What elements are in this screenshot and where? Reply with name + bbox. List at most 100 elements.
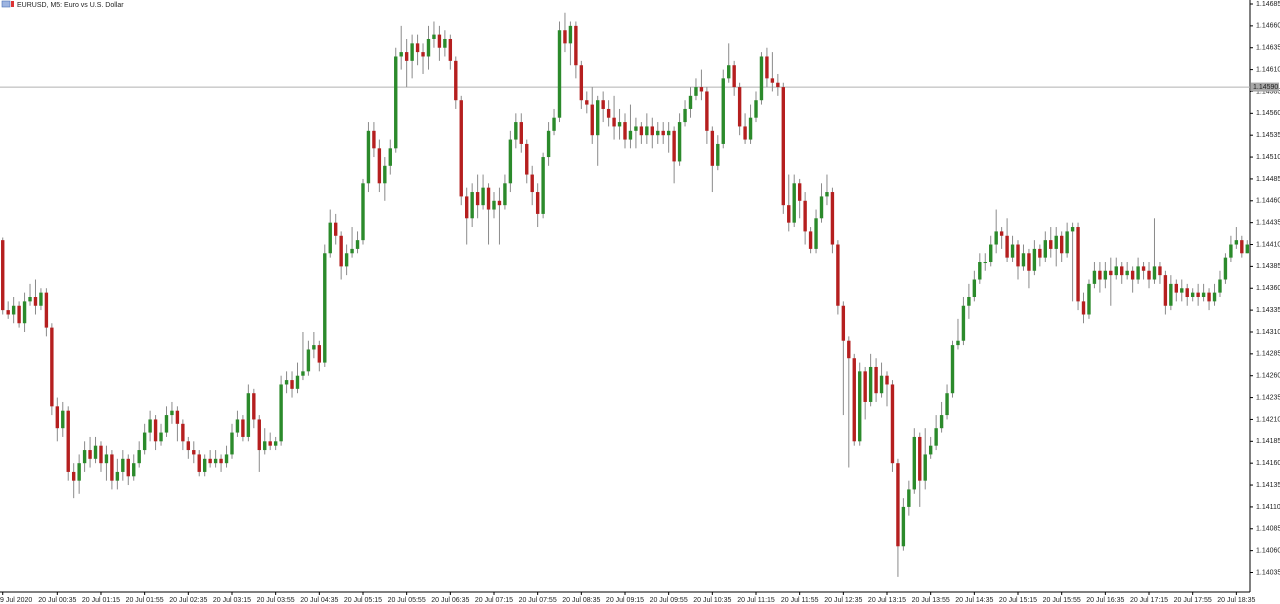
candle-body (650, 126, 654, 136)
candle-body (617, 122, 622, 127)
candle-body (55, 406, 60, 429)
candle-body (754, 100, 758, 118)
candle-body (552, 117, 556, 131)
candle-body (132, 463, 136, 477)
candle-body (1207, 292, 1211, 302)
candle-body (263, 441, 267, 451)
candle-body (1065, 231, 1069, 254)
candle-body (1, 240, 5, 311)
candle-body (366, 130, 371, 184)
candle-body (879, 375, 884, 394)
candle-body (830, 192, 835, 245)
candle-body (257, 419, 261, 451)
y-tick-label: 1.14585 (1256, 88, 1280, 95)
candle-body (634, 126, 638, 131)
x-tick-label: 20 Jul 15:55 (1043, 597, 1081, 604)
candle-body (1174, 283, 1179, 293)
candle-body (999, 231, 1004, 236)
x-tick-label: 20 Jul 17:15 (1130, 597, 1168, 604)
candle-body (481, 187, 485, 206)
candle-body (1152, 266, 1157, 280)
candle-body (295, 375, 300, 389)
x-tick-label: 20 Jul 00:35 (38, 597, 76, 604)
candle-body (705, 91, 709, 131)
y-tick-label: 1.14410 (1256, 241, 1280, 248)
candle-body (1010, 244, 1015, 258)
candle-body (978, 262, 982, 280)
x-tick-label: 20 Jul 09:15 (606, 597, 644, 604)
candle-body (497, 200, 502, 206)
candle-body (230, 432, 234, 455)
candle-body (923, 454, 927, 481)
symbol-icon (11, 1, 14, 7)
candle-body (252, 393, 256, 420)
candle-body (197, 454, 201, 472)
candle-body (928, 445, 933, 455)
candle-body (1130, 270, 1135, 280)
candle-body (1059, 235, 1064, 254)
candle-body (1016, 244, 1020, 267)
candle-body (825, 192, 829, 197)
x-tick-label: 20 Jul 06:35 (431, 597, 469, 604)
candle-body (1185, 288, 1189, 297)
candle-body (77, 463, 81, 481)
candle-body (967, 297, 971, 306)
candle-body (645, 126, 649, 136)
candle-body (956, 340, 960, 346)
candle-body (159, 432, 163, 442)
candle-body (748, 117, 753, 140)
candle-body (563, 30, 567, 44)
candle-body (1218, 279, 1222, 293)
candle-body (82, 450, 87, 464)
candle-body (797, 183, 802, 201)
y-tick-label: 1.14285 (1256, 351, 1280, 358)
candle-body (727, 65, 731, 79)
candle-body (470, 192, 474, 219)
candle-body (1136, 266, 1140, 280)
candle-body (465, 196, 469, 219)
y-tick-label: 1.14660 (1256, 23, 1280, 30)
candle-body (901, 506, 906, 547)
candle-body (290, 380, 294, 389)
candle-body (1092, 270, 1097, 284)
candle-body (1038, 248, 1042, 258)
candle-body (1076, 227, 1080, 302)
candle-body (814, 218, 818, 249)
candle-body (224, 454, 229, 464)
x-tick-label: 20 Jul 16:35 (1086, 597, 1124, 604)
candle-body (339, 235, 343, 267)
candle-body (934, 428, 938, 446)
candle-body (279, 384, 283, 442)
x-tick-label: 9 Jul 2020 (0, 597, 32, 604)
x-tick-label: 20 Jul 01:15 (82, 597, 120, 604)
candle-body (890, 384, 895, 464)
candle-body (743, 126, 747, 140)
candle-body (301, 371, 305, 376)
candle-body (994, 231, 998, 245)
y-tick-label: 1.14610 (1256, 66, 1280, 73)
candle-body (792, 183, 796, 223)
x-tick-label: 20 Jul 01:55 (126, 597, 164, 604)
y-tick-label: 1.14560 (1256, 110, 1280, 117)
candle-body (192, 450, 196, 455)
candle-body (525, 143, 529, 175)
candle-body (863, 371, 867, 402)
candle-body (918, 436, 922, 481)
candle-body (939, 415, 944, 429)
candle-body (803, 200, 807, 232)
y-tick-label: 1.14335 (1256, 307, 1280, 314)
candle-body (841, 305, 846, 341)
y-tick-label: 1.14360 (1256, 285, 1280, 292)
y-tick-label: 1.14310 (1256, 329, 1280, 336)
candle-body (781, 87, 785, 206)
candle-body (1169, 283, 1173, 306)
candle-body (885, 375, 889, 385)
candle-body (328, 222, 332, 254)
x-tick-label: 20 Jul 13:15 (868, 597, 906, 604)
candle-body (628, 130, 633, 140)
candle-body (213, 458, 218, 464)
x-tick-label: 20 Jul 02:35 (169, 597, 207, 604)
candle-body (93, 445, 98, 459)
x-tick-label: 20 Jul 05:55 (388, 597, 426, 604)
candle-body (312, 345, 316, 350)
